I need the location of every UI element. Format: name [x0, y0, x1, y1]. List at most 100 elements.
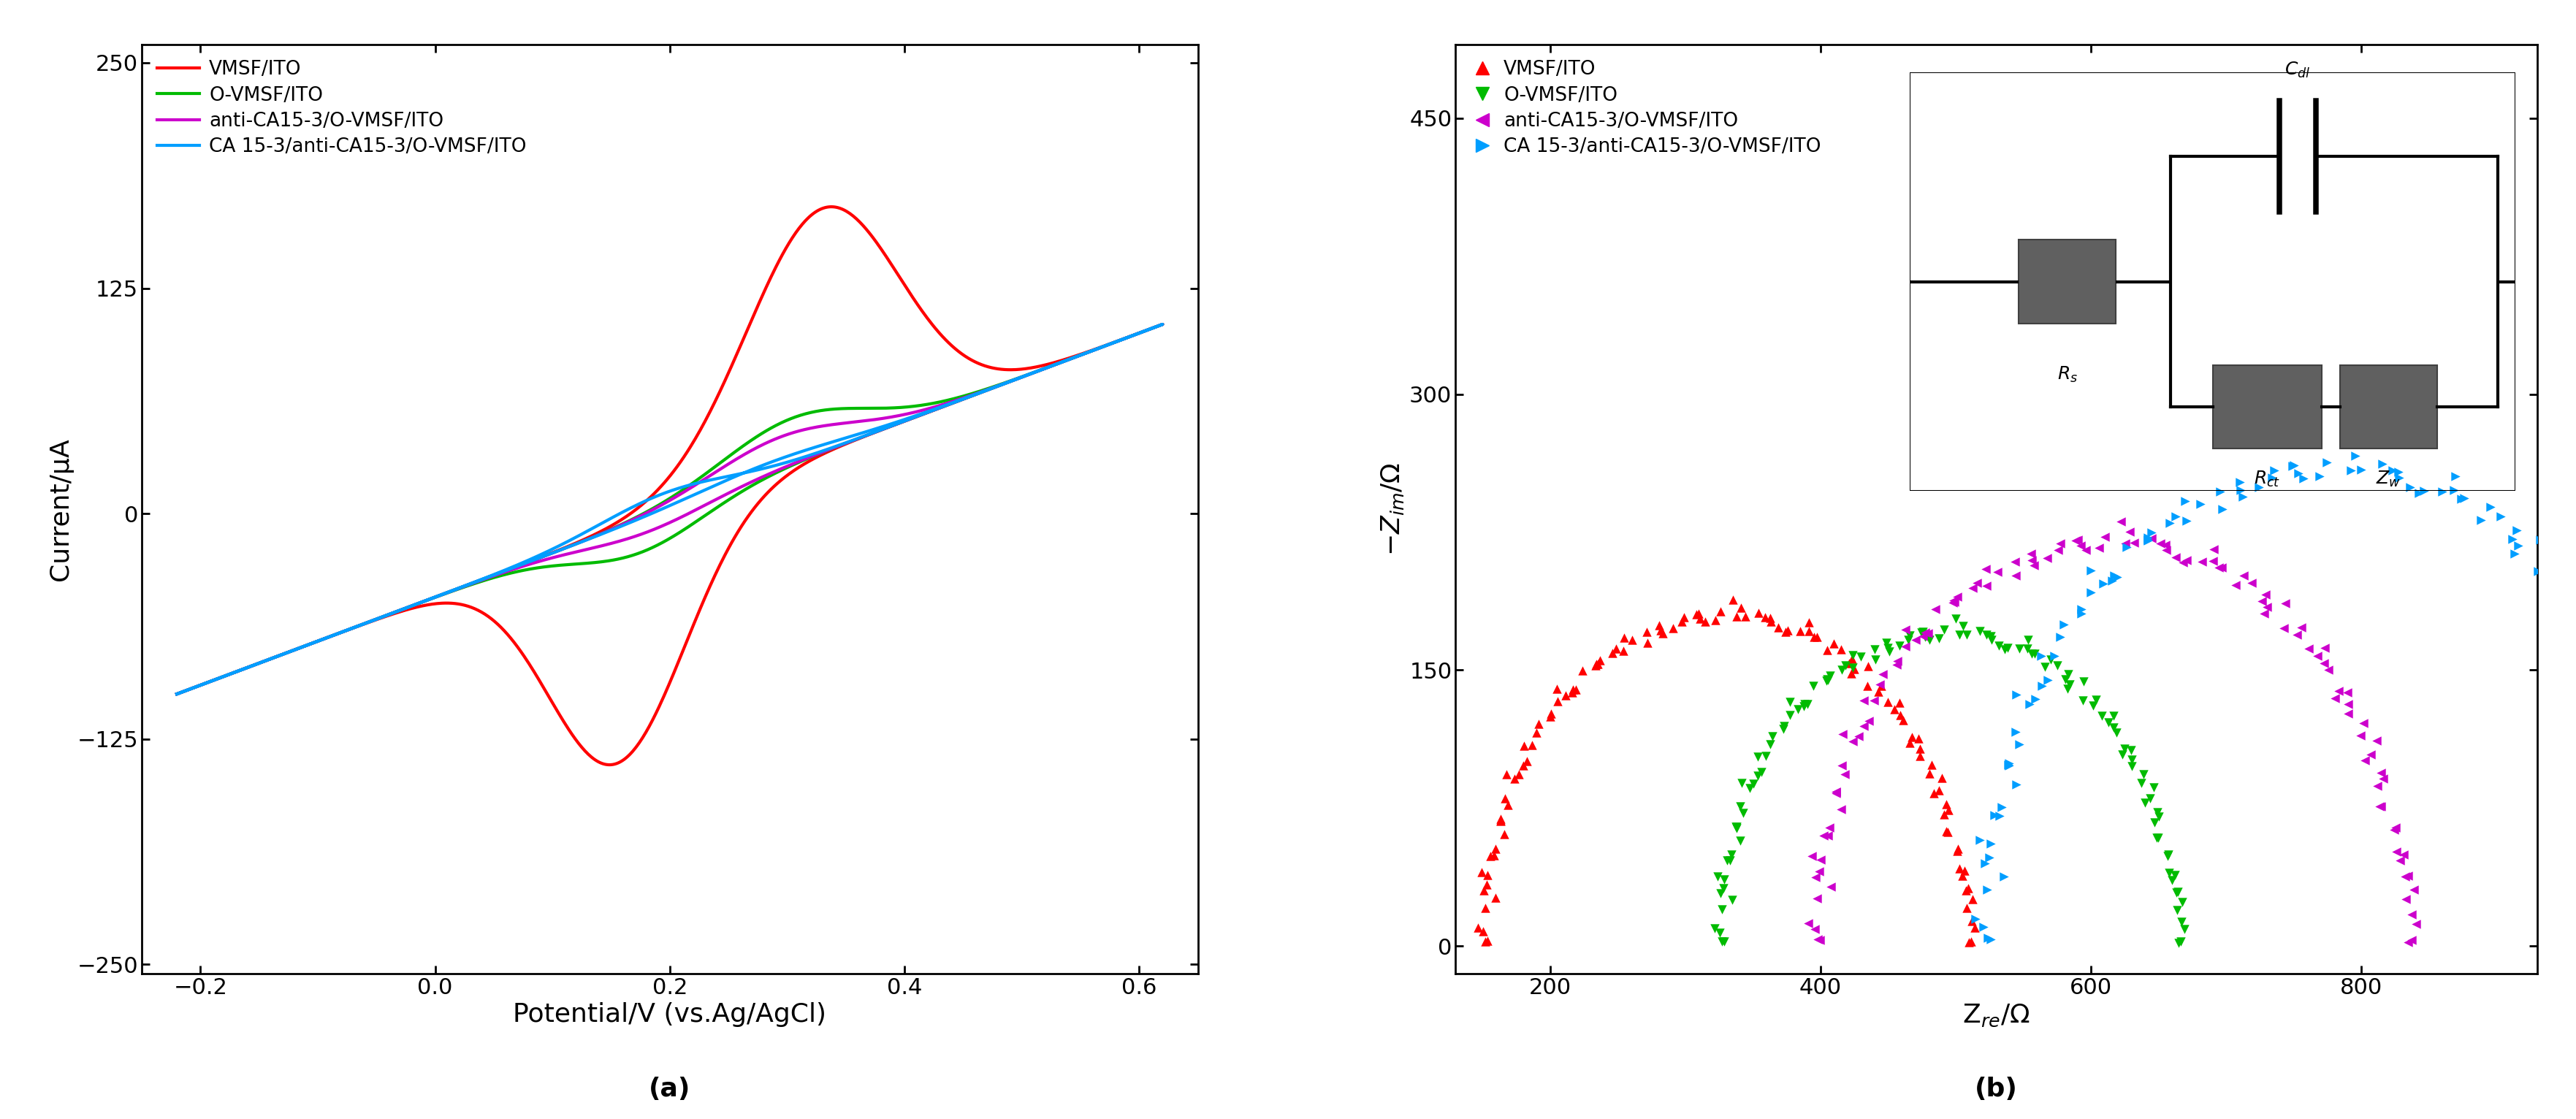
VMSF/ITO [1466, 899, 1507, 916]
VMSF/ITO [1924, 822, 1965, 840]
Line: VMSF/ITO: VMSF/ITO [178, 207, 1162, 764]
anti-CA15-3/O-VMSF/ITO [1816, 784, 1857, 802]
VMSF/ITO [1739, 604, 1780, 622]
anti-CA15-3/O-VMSF/ITO [2192, 552, 2233, 570]
O-VMSF/ITO [1762, 717, 1803, 735]
CA 15-3/anti-CA15-3/O-VMSF/ITO [2040, 628, 2081, 646]
VMSF/ITO [1674, 605, 1716, 623]
VMSF/ITO [1463, 922, 1504, 940]
O-VMSF/ITO [495, 563, 526, 576]
O-VMSF/ITO [1710, 846, 1752, 864]
O-VMSF/ITO [1888, 631, 1929, 649]
VMSF/ITO [1942, 867, 1984, 885]
VMSF/ITO [1020, 360, 1051, 374]
O-VMSF/ITO [2087, 713, 2128, 731]
anti-CA15-3/O-VMSF/ITO [495, 563, 526, 576]
anti-CA15-3/O-VMSF/ITO [1994, 553, 2035, 571]
CA 15-3/anti-CA15-3/O-VMSF/ITO [2326, 434, 2367, 452]
VMSF/ITO [1579, 651, 1620, 669]
O-VMSF/ITO [1971, 627, 2012, 645]
anti-CA15-3/O-VMSF/ITO [2383, 846, 2424, 864]
O-VMSF/ITO [1984, 640, 2025, 658]
CA 15-3/anti-CA15-3/O-VMSF/ITO [1963, 854, 2004, 872]
O-VMSF/ITO [2151, 871, 2192, 888]
CA 15-3/anti-CA15-3/O-VMSF/ITO [2092, 572, 2133, 590]
VMSF/ITO [1473, 846, 1515, 864]
anti-CA15-3/O-VMSF/ITO [2164, 554, 2205, 572]
CA 15-3/anti-CA15-3/O-VMSF/ITO [2470, 498, 2512, 516]
VMSF/ITO [1625, 633, 1667, 651]
VMSF/ITO [1780, 622, 1821, 640]
O-VMSF/ITO [2133, 778, 2174, 796]
VMSF/ITO [162, 687, 193, 700]
VMSF/ITO [1056, 352, 1087, 366]
anti-CA15-3/O-VMSF/ITO [827, 416, 858, 430]
anti-CA15-3/O-VMSF/ITO [2215, 576, 2257, 594]
anti-CA15-3/O-VMSF/ITO [162, 687, 193, 700]
anti-CA15-3/O-VMSF/ITO [2342, 714, 2383, 732]
O-VMSF/ITO [1960, 622, 2002, 640]
VMSF/ITO [1847, 677, 1888, 695]
CA 15-3/anti-CA15-3/O-VMSF/ITO [2362, 454, 2403, 472]
VMSF/ITO [1577, 655, 1618, 673]
O-VMSF/ITO [1942, 617, 1984, 634]
anti-CA15-3/O-VMSF/ITO [2192, 540, 2233, 558]
CA 15-3/anti-CA15-3/O-VMSF/ITO [2378, 462, 2419, 480]
O-VMSF/ITO [1710, 852, 1752, 869]
CA 15-3/anti-CA15-3/O-VMSF/ITO [827, 432, 858, 445]
anti-CA15-3/O-VMSF/ITO [2326, 684, 2367, 702]
anti-CA15-3/O-VMSF/ITO [1842, 692, 1883, 709]
CA 15-3/anti-CA15-3/O-VMSF/ITO [2202, 500, 2244, 518]
CA 15-3/anti-CA15-3/O-VMSF/ITO [2517, 562, 2558, 580]
CA 15-3/anti-CA15-3/O-VMSF/ITO [2130, 524, 2172, 542]
CA 15-3/anti-CA15-3/O-VMSF/ITO [2164, 492, 2205, 510]
O-VMSF/ITO [2123, 765, 2164, 783]
CA 15-3/anti-CA15-3/O-VMSF/ITO [2218, 473, 2259, 491]
VMSF/ITO [1757, 619, 1798, 637]
VMSF/ITO [1641, 621, 1682, 639]
CA 15-3/anti-CA15-3/O-VMSF/ITO [1971, 835, 2012, 853]
O-VMSF/ITO [162, 687, 193, 700]
VMSF/ITO [1654, 619, 1695, 637]
O-VMSF/ITO [2156, 884, 2197, 902]
O-VMSF/ITO [1703, 932, 1744, 950]
VMSF/ITO [1595, 640, 1636, 658]
CA 15-3/anti-CA15-3/O-VMSF/ITO [2439, 490, 2481, 508]
VMSF/ITO [1947, 933, 1989, 951]
O-VMSF/ITO [2097, 724, 2138, 742]
O-VMSF/ITO [2063, 673, 2105, 690]
anti-CA15-3/O-VMSF/ITO [2264, 619, 2306, 637]
O-VMSF/ITO [1703, 880, 1744, 897]
O-VMSF/ITO [2061, 692, 2102, 709]
O-VMSF/ITO [2159, 933, 2200, 951]
anti-CA15-3/O-VMSF/ITO [1146, 318, 1177, 331]
anti-CA15-3/O-VMSF/ITO [2084, 528, 2125, 546]
CA 15-3/anti-CA15-3/O-VMSF/ITO [2342, 461, 2383, 479]
anti-CA15-3/O-VMSF/ITO [1914, 600, 1955, 618]
CA 15-3/anti-CA15-3/O-VMSF/ITO [1999, 735, 2040, 753]
CA 15-3/anti-CA15-3/O-VMSF/ITO [2081, 575, 2123, 593]
anti-CA15-3/O-VMSF/ITO [1976, 563, 2017, 581]
O-VMSF/ITO [1716, 818, 1757, 836]
O-VMSF/ITO [1808, 667, 1850, 685]
CA 15-3/anti-CA15-3/O-VMSF/ITO [1056, 352, 1087, 366]
CA 15-3/anti-CA15-3/O-VMSF/ITO [1989, 756, 2030, 774]
O-VMSF/ITO [2014, 645, 2056, 662]
anti-CA15-3/O-VMSF/ITO [2166, 552, 2208, 570]
anti-CA15-3/O-VMSF/ITO [1808, 827, 1850, 845]
CA 15-3/anti-CA15-3/O-VMSF/ITO [2566, 603, 2576, 621]
O-VMSF/ITO [1919, 629, 1960, 647]
CA 15-3/anti-CA15-3/O-VMSF/ITO [2372, 461, 2414, 479]
VMSF/ITO [1502, 756, 1543, 774]
VMSF/ITO [1512, 736, 1553, 754]
Line: anti-CA15-3/O-VMSF/ITO: anti-CA15-3/O-VMSF/ITO [178, 325, 1162, 694]
VMSF/ITO [1883, 711, 1924, 728]
VMSF/ITO [1914, 784, 1955, 802]
O-VMSF/ITO [1097, 337, 1128, 350]
VMSF/ITO [1481, 810, 1522, 828]
O-VMSF/ITO [2154, 866, 2195, 884]
VMSF/ITO [1602, 641, 1643, 659]
O-VMSF/ITO [1868, 642, 1909, 660]
VMSF/ITO [495, 563, 526, 576]
CA 15-3/anti-CA15-3/O-VMSF/ITO [2043, 615, 2084, 633]
